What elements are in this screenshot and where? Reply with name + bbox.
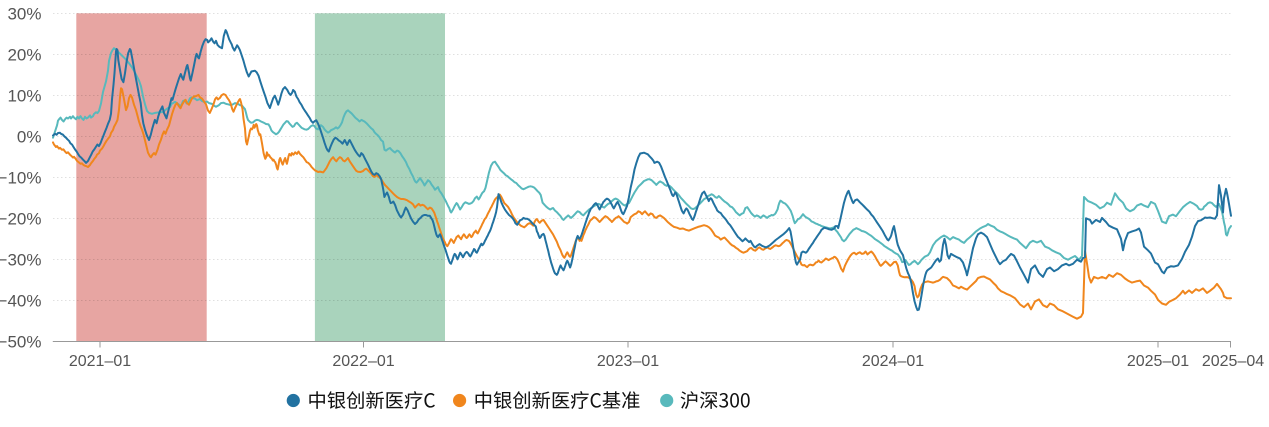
svg-text:2022–01: 2022–01 xyxy=(332,353,394,370)
svg-text:10%: 10% xyxy=(7,87,41,106)
svg-text:2021–01: 2021–01 xyxy=(69,353,131,370)
svg-text:2025–04: 2025–04 xyxy=(1202,353,1264,370)
svg-text:−50%: −50% xyxy=(0,333,42,352)
svg-text:−40%: −40% xyxy=(0,292,42,311)
svg-text:2023–01: 2023–01 xyxy=(597,353,659,370)
svg-text:−20%: −20% xyxy=(0,210,42,229)
svg-text:−10%: −10% xyxy=(0,169,42,188)
svg-text:30%: 30% xyxy=(7,5,41,24)
svg-text:2025–01: 2025–01 xyxy=(1127,353,1189,370)
svg-text:−30%: −30% xyxy=(0,251,42,270)
svg-text:2024–01: 2024–01 xyxy=(862,353,924,370)
svg-text:0%: 0% xyxy=(17,128,42,147)
svg-text:20%: 20% xyxy=(7,46,41,65)
